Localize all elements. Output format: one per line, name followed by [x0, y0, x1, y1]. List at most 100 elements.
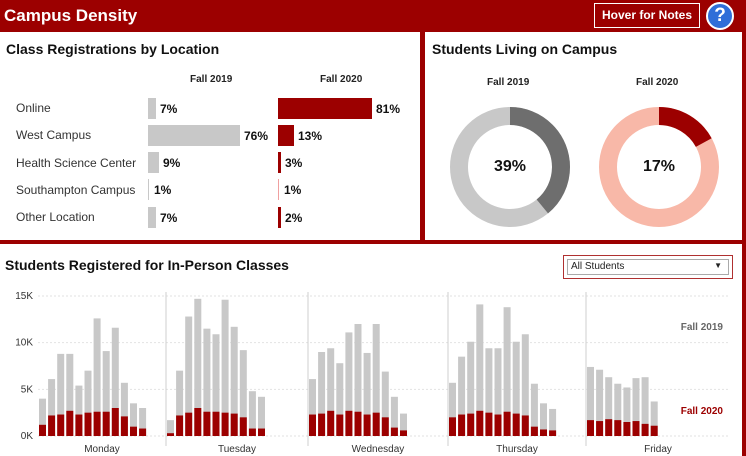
- bar-fall-2020[interactable]: [327, 410, 335, 436]
- bar-fall-2019[interactable]: [194, 298, 202, 436]
- bar-fall-2019[interactable]: [57, 353, 65, 436]
- donut-fall-2019[interactable]: [440, 97, 580, 237]
- bar-fall-2020[interactable]: [549, 430, 557, 436]
- bar-fall-2019[interactable]: [390, 396, 398, 436]
- bar-fall-2020[interactable]: [212, 411, 220, 436]
- hover-for-notes-button[interactable]: Hover for Notes: [594, 3, 700, 28]
- bar-fall-2020[interactable]: [39, 424, 46, 436]
- bar-fall-2020[interactable]: [120, 416, 128, 436]
- bar-fall-2019[interactable]: [650, 401, 658, 436]
- bar-fall-2020[interactable]: [614, 420, 622, 436]
- bar-fall-2019[interactable]: [354, 324, 362, 436]
- bar-fall-2020[interactable]: [57, 414, 65, 436]
- bar-fall-2019[interactable]: [485, 348, 493, 436]
- bar-fall-2020[interactable]: [381, 417, 389, 436]
- bar-fall-2020[interactable]: [494, 414, 502, 436]
- bar-fall-2019[interactable]: [212, 334, 220, 436]
- bar-fall-2019[interactable]: [530, 383, 538, 436]
- bar-fall-2019[interactable]: [239, 350, 247, 436]
- bar-fall-2020[interactable]: [221, 412, 229, 436]
- bar-fall-2020[interactable]: [530, 426, 538, 436]
- bar-fall-2019[interactable]: [512, 341, 520, 436]
- bar-fall-2019[interactable]: [66, 353, 74, 436]
- bar-fall-2019[interactable]: [549, 408, 557, 436]
- bar-2020[interactable]: [278, 152, 281, 173]
- bar-fall-2019[interactable]: [248, 391, 256, 436]
- bar-fall-2019[interactable]: [258, 396, 265, 436]
- bar-fall-2019[interactable]: [641, 377, 649, 436]
- bar-fall-2019[interactable]: [84, 370, 92, 436]
- bar-fall-2020[interactable]: [93, 411, 101, 436]
- bar-fall-2019[interactable]: [596, 369, 604, 436]
- bar-fall-2020[interactable]: [248, 428, 256, 436]
- bar-fall-2019[interactable]: [614, 383, 622, 436]
- bar-fall-2019[interactable]: [540, 403, 547, 436]
- bar-fall-2019[interactable]: [336, 363, 344, 436]
- bar-fall-2020[interactable]: [521, 415, 529, 436]
- bar-2019[interactable]: [148, 179, 149, 200]
- bar-2019[interactable]: [148, 207, 156, 228]
- bar-fall-2019[interactable]: [176, 370, 184, 436]
- bar-fall-2019[interactable]: [93, 318, 101, 436]
- bar-fall-2020[interactable]: [363, 414, 371, 436]
- bar-2020[interactable]: [278, 98, 372, 119]
- bar-fall-2020[interactable]: [194, 408, 202, 436]
- bar-fall-2019[interactable]: [230, 326, 238, 436]
- bar-fall-2020[interactable]: [336, 414, 344, 436]
- bar-fall-2020[interactable]: [239, 417, 247, 436]
- bar-fall-2020[interactable]: [503, 411, 511, 436]
- bar-fall-2019[interactable]: [309, 379, 316, 436]
- bar-fall-2019[interactable]: [185, 316, 193, 436]
- bar-fall-2019[interactable]: [372, 324, 380, 436]
- bar-fall-2020[interactable]: [400, 430, 407, 436]
- bar-fall-2019[interactable]: [503, 307, 511, 436]
- bar-fall-2020[interactable]: [605, 419, 613, 436]
- bar-fall-2019[interactable]: [48, 379, 56, 436]
- bar-fall-2020[interactable]: [540, 429, 547, 436]
- bar-fall-2020[interactable]: [596, 421, 604, 436]
- bar-fall-2019[interactable]: [458, 356, 466, 436]
- bar-fall-2019[interactable]: [167, 420, 174, 436]
- bar-fall-2019[interactable]: [120, 382, 128, 436]
- bar-fall-2020[interactable]: [587, 420, 594, 436]
- bar-fall-2020[interactable]: [318, 413, 326, 436]
- bar-fall-2020[interactable]: [485, 412, 493, 436]
- bar-fall-2020[interactable]: [203, 411, 211, 436]
- bar-fall-2020[interactable]: [167, 433, 174, 436]
- bar-fall-2019[interactable]: [139, 408, 147, 436]
- bar-fall-2020[interactable]: [185, 412, 193, 436]
- bar-fall-2019[interactable]: [39, 398, 46, 436]
- bar-fall-2020[interactable]: [66, 410, 74, 436]
- bar-fall-2020[interactable]: [176, 415, 184, 436]
- bar-2019[interactable]: [148, 98, 156, 119]
- bar-fall-2019[interactable]: [318, 352, 326, 436]
- bar-fall-2020[interactable]: [111, 408, 119, 436]
- bar-fall-2019[interactable]: [623, 387, 631, 436]
- donut-segment[interactable]: [599, 107, 719, 227]
- bar-2020[interactable]: [278, 179, 279, 200]
- student-filter-dropdown[interactable]: All Students ▼: [563, 255, 733, 279]
- bar-fall-2019[interactable]: [203, 328, 211, 436]
- bar-fall-2019[interactable]: [476, 304, 484, 436]
- bar-fall-2019[interactable]: [111, 327, 119, 436]
- bar-fall-2019[interactable]: [605, 377, 613, 436]
- bar-fall-2020[interactable]: [258, 428, 265, 436]
- bar-fall-2020[interactable]: [345, 410, 353, 436]
- bar-fall-2019[interactable]: [327, 348, 335, 436]
- bar-2019[interactable]: [148, 152, 159, 173]
- bar-fall-2019[interactable]: [494, 348, 502, 436]
- bar-2019[interactable]: [148, 125, 240, 146]
- bar-fall-2020[interactable]: [75, 414, 83, 436]
- bar-fall-2019[interactable]: [521, 334, 529, 436]
- bar-fall-2020[interactable]: [476, 410, 484, 436]
- donut-fall-2020[interactable]: [589, 97, 729, 237]
- bar-fall-2019[interactable]: [381, 371, 389, 436]
- bar-fall-2020[interactable]: [130, 426, 137, 436]
- bar-fall-2020[interactable]: [354, 411, 362, 436]
- bar-fall-2020[interactable]: [641, 423, 649, 436]
- bar-fall-2020[interactable]: [84, 412, 92, 436]
- bar-fall-2019[interactable]: [102, 351, 110, 436]
- bar-fall-2019[interactable]: [363, 352, 371, 436]
- bar-fall-2020[interactable]: [139, 428, 147, 436]
- bar-fall-2020[interactable]: [309, 414, 316, 436]
